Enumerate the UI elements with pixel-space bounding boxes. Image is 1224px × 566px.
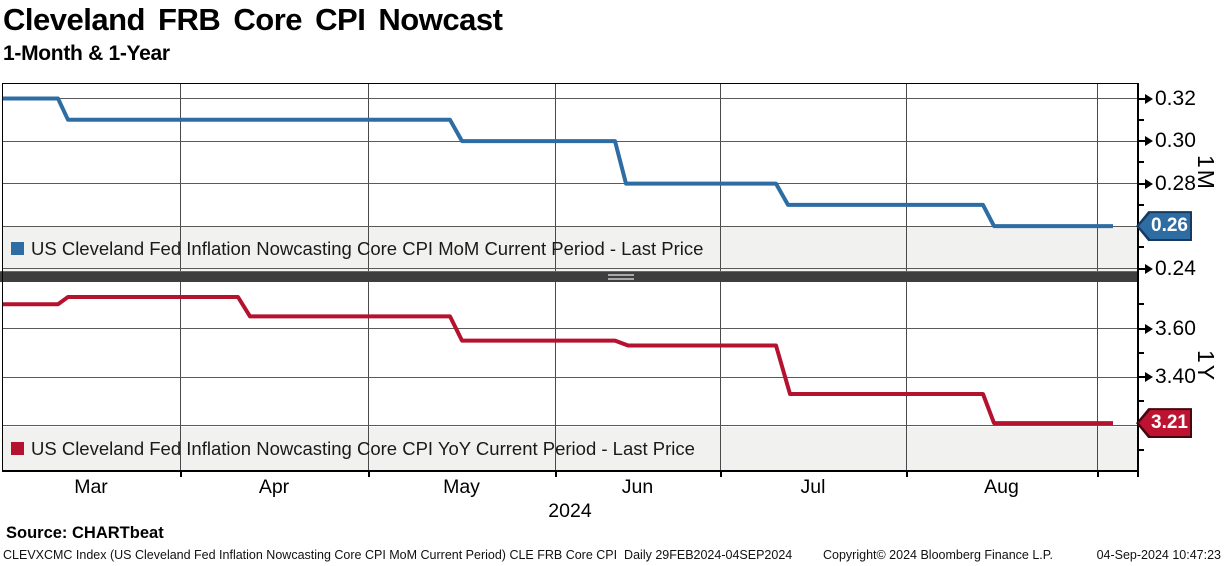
footer-copyright: Copyright© 2024 Bloomberg Finance L.P.	[823, 548, 1053, 562]
x-axis-month-label: May	[443, 476, 480, 498]
plot-border-top	[2, 83, 1138, 84]
chart-subtitle: 1-Month & 1-Year	[3, 42, 170, 65]
horizontal-gridline	[2, 328, 1137, 329]
y-axis-minor-tick	[1137, 246, 1144, 249]
y-axis-tick: 3.60	[1137, 317, 1196, 340]
horizontal-gridline	[2, 140, 1137, 142]
y-axis-minor-tick	[1137, 400, 1144, 403]
legend-label-mom: US Cleveland Fed Inflation Nowcasting Co…	[31, 237, 704, 259]
y-axis-tick: 0.24	[1137, 257, 1196, 280]
axis-label-1m: 1M	[1193, 155, 1219, 191]
x-axis-tick	[180, 470, 182, 477]
x-axis-month-label: Jun	[621, 476, 654, 498]
legend-yoy[interactable]: US Cleveland Fed Inflation Nowcasting Co…	[2, 427, 1137, 470]
footer-info-bar: CLEVXCMC Index (US Cleveland Fed Inflati…	[0, 548, 1224, 564]
source-line: Source: CHARTbeat	[6, 524, 164, 542]
axis-label-1y: 1Y	[1193, 350, 1219, 383]
legend-swatch-yoy	[11, 442, 24, 455]
y-axis-minor-tick	[1137, 161, 1144, 164]
x-axis-month-label: Apr	[258, 476, 290, 498]
horizontal-gridline	[2, 183, 1137, 185]
plot-border-left	[2, 83, 3, 471]
x-axis-year-label: 2024	[548, 500, 592, 522]
y-axis-tick: 3.40	[1137, 365, 1196, 388]
horizontal-gridline	[2, 268, 1137, 270]
x-axis-tick	[1137, 470, 1139, 477]
footer-datetime: 04-Sep-2024 10:47:23	[1096, 548, 1221, 562]
footer-ticker-info: CLEVXCMC Index (US Cleveland Fed Inflati…	[3, 548, 793, 562]
x-axis-tick	[555, 470, 557, 477]
panel-divider-handle[interactable]	[608, 274, 634, 280]
y-axis-minor-tick	[1137, 303, 1144, 306]
x-axis-tick	[1097, 470, 1099, 477]
y-axis-minor-tick	[1137, 118, 1144, 121]
badge-fill-1y	[1139, 410, 1190, 437]
badge-value-1y: 3.21	[1151, 412, 1188, 434]
horizontal-gridline	[2, 376, 1137, 378]
chart-title: Cleveland FRB Core CPI Nowcast	[3, 2, 503, 37]
horizontal-gridline	[2, 425, 1137, 426]
legend-background-1m	[2, 226, 1137, 271]
horizontal-gridline	[2, 98, 1137, 99]
x-axis-month-label: Mar	[74, 476, 108, 498]
x-axis-month-label: Jul	[800, 476, 826, 498]
last-price-badge-1m: 0.26	[1136, 211, 1192, 242]
last-price-badge-1y: 3.21	[1136, 408, 1192, 439]
badge-fill-1m	[1139, 213, 1190, 240]
mom-series-line	[2, 96, 1113, 229]
x-axis-line	[2, 470, 1139, 472]
y-axis-minor-tick	[1137, 351, 1144, 354]
y-axis-line	[1137, 83, 1139, 471]
x-axis-tick	[906, 470, 908, 477]
x-axis-tick	[720, 470, 722, 477]
y-axis-minor-tick	[1137, 203, 1144, 206]
legend-swatch-mom	[11, 242, 24, 255]
legend-label-yoy: US Cleveland Fed Inflation Nowcasting Co…	[31, 437, 695, 459]
y-axis-tick: 0.32	[1137, 87, 1196, 110]
y-axis-tick: 0.28	[1137, 172, 1196, 195]
legend-mom[interactable]: US Cleveland Fed Inflation Nowcasting Co…	[2, 226, 1137, 271]
badge-value-1m: 0.26	[1151, 215, 1188, 237]
x-axis-month-label: Aug	[984, 476, 1019, 498]
yoy-series-line	[2, 295, 1113, 426]
panel-divider	[0, 271, 1137, 282]
x-axis-tick	[368, 470, 370, 477]
y-axis-minor-tick	[1137, 448, 1144, 451]
legend-background-1y	[2, 427, 1137, 470]
y-axis-tick: 0.30	[1137, 129, 1196, 152]
